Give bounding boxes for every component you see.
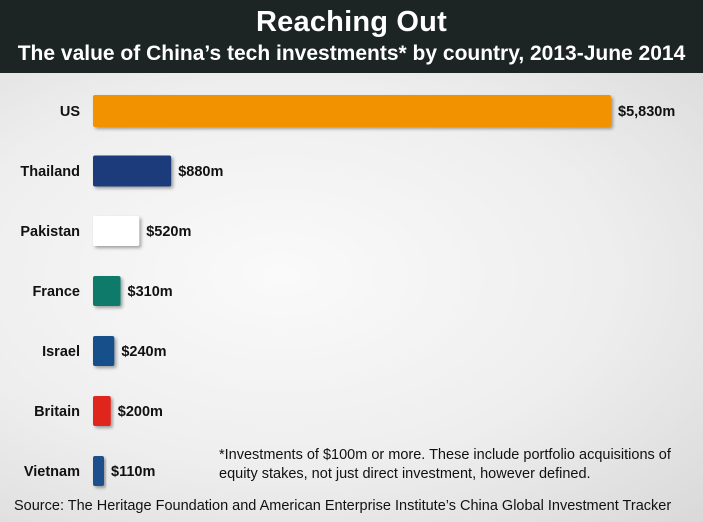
value-label-thailand: $880m [178, 164, 223, 180]
category-label-britain: Britain [34, 404, 80, 420]
category-label-israel: Israel [42, 344, 80, 360]
value-label-britain: $200m [118, 404, 163, 420]
value-label-pakistan: $520m [146, 224, 191, 240]
bar-vietnam [93, 456, 104, 486]
bar-thailand [93, 155, 172, 187]
source-note: Source: The Heritage Foundation and Amer… [14, 498, 672, 514]
chart-title: Reaching Out [256, 6, 447, 38]
chart-subtitle: The value of China’s tech investments* b… [17, 42, 686, 65]
plot-area: US $5,830m Thailand $880m Pakistan $520m Franc… [0, 73, 703, 522]
footnote: *Investments of $100m or more. These inc… [219, 447, 671, 482]
value-label-vietnam: $110m [111, 464, 155, 480]
category-label-pakistan: Pakistan [20, 224, 80, 240]
category-label-vietnam: Vietnam [24, 464, 80, 480]
bar-us [93, 95, 611, 127]
value-label-israel: $240m [121, 344, 166, 360]
bar-france [93, 276, 121, 306]
value-label-us: $5,830m [618, 104, 675, 120]
category-label-us: US [60, 104, 80, 120]
bar-chart: US $5,830m Thailand $880m Pakistan $520m Franc… [20, 95, 675, 486]
value-label-france: $310m [128, 284, 173, 300]
bar-pakistan [93, 216, 140, 246]
category-label-france: France [32, 284, 80, 300]
bar-israel [93, 336, 115, 366]
category-label-thailand: Thailand [20, 164, 80, 180]
bar-britain [93, 396, 111, 426]
chart-header: Reaching Out The value of China’s tech i… [0, 0, 703, 73]
